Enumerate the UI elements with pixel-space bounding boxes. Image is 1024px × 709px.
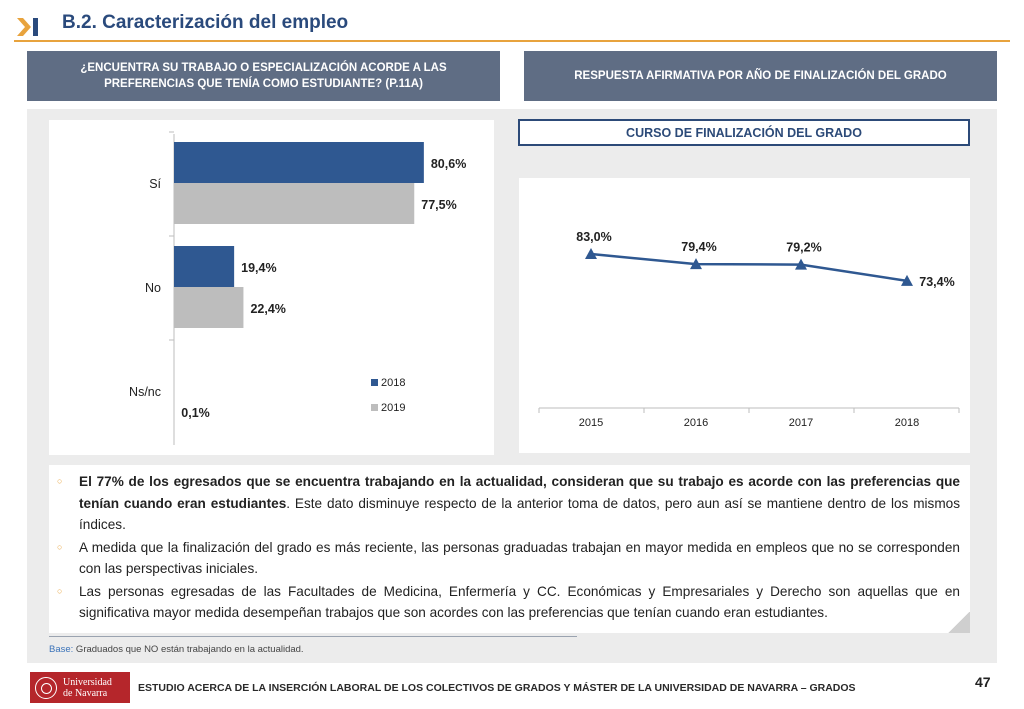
line-data-label: 73,4% [919, 275, 954, 289]
curso-label-box: CURSO DE FINALIZACIÓN DEL GRADO [518, 119, 970, 146]
line-point-marker [795, 258, 807, 270]
line-series [590, 252, 908, 283]
bar-chart: Sí 80,6% 77,5% No 19,4% 22,4% Ns/nc 0,1% 2018 201… [129, 131, 466, 445]
bullet-circle-icon: ○ [57, 541, 63, 552]
bar-category-label: Ns/nc [129, 385, 161, 399]
legend-label-2018: 2018 [381, 377, 405, 389]
university-seal-icon [35, 676, 57, 699]
response-header: RESPUESTA AFIRMATIVA POR AÑO DE FINALIZA… [524, 51, 997, 101]
bullet-1-bold: El 77% de los egresados que se encuentra… [79, 474, 960, 511]
legend-swatch-2019 [371, 404, 378, 411]
chevron-mark-icon [17, 18, 38, 36]
legend-swatch-2018 [371, 379, 378, 386]
line-x-tick-label: 2015 [579, 417, 603, 429]
bar-data-label: 0,1% [181, 406, 210, 420]
line-data-label: 79,2% [786, 241, 821, 255]
bar-2019-0 [174, 183, 415, 224]
bullet-3-text: Las personas egresadas de las Facultades… [79, 583, 960, 621]
question-line-1: ¿ENCUENTRA SU TRABAJO O ESPECIALIZACIÓN … [80, 62, 447, 74]
title-bar: B.2. Caracterización del empleo [14, 6, 1010, 42]
bar-2018-1 [174, 246, 235, 287]
bullet-1-text: . Este dato disminuye respecto de la ant… [79, 495, 961, 533]
page-number: 47 [975, 674, 991, 690]
question-header: ¿ENCUENTRA SU TRABAJO O ESPECIALIZACIÓN … [27, 51, 500, 101]
page-title: B.2. Caracterización del empleo [62, 12, 349, 33]
line-x-tick-label: 2017 [789, 417, 813, 429]
question-line-2: PREFERENCIAS QUE TENÍA COMO ESTUDIANTE? … [104, 78, 423, 90]
base-note: Base: Graduados que NO están trabajando … [49, 644, 304, 655]
legend-label-2019: 2019 [381, 402, 405, 414]
bar-2019-1 [174, 287, 244, 328]
bullet-circle-icon: ○ [57, 476, 63, 486]
bar-category-label: No [145, 281, 161, 295]
summary-text-panel: ○ El 77% de los egresados que se encuentr… [49, 465, 970, 633]
line-point-marker [901, 274, 913, 286]
line-point-marker [585, 248, 597, 259]
bar-data-label: 77,5% [421, 198, 456, 212]
page-fold-decoration [948, 612, 970, 633]
bullet-2-text: A medida que la finalización del grado e… [79, 539, 960, 577]
bar-2018-0 [174, 142, 424, 183]
line-data-label: 83,0% [576, 230, 611, 244]
summary-bullet-3: ○ Las personas egresadas de las Facultade… [57, 581, 960, 624]
line-data-label: 79,4% [681, 240, 716, 254]
base-note-label: Base: [49, 644, 74, 655]
base-divider [49, 636, 577, 637]
curso-label: CURSO DE FINALIZACIÓN DEL GRADO [626, 125, 862, 140]
summary-bullet-2: ○ A medida que la finalización del grado … [57, 537, 960, 580]
footer-text: ESTUDIO ACERCA DE LA INSERCIÓN LABORAL D… [138, 682, 856, 694]
logo-line-2: de Navarra [63, 687, 108, 699]
university-logo: Universidad de Navarra [30, 672, 130, 703]
line-chart: 2015 2016 2017 2018 83,0% 79,4% 79,2% 73,4% [538, 230, 960, 429]
bar-data-label: 19,4% [241, 261, 276, 275]
response-header-label: RESPUESTA AFIRMATIVA POR AÑO DE FINALIZA… [574, 70, 947, 82]
bullet-circle-icon: ○ [57, 585, 63, 596]
bar-data-label: 22,4% [250, 302, 285, 316]
bar-chart-panel: Sí 80,6% 77,5% No 19,4% 22,4% Ns/nc 0,1% 2018 201… [49, 120, 494, 455]
summary-bullet-1: ○ El 77% de los egresados que se encuentr… [57, 471, 961, 536]
base-note-text: Graduados que NO están trabajando en la … [73, 644, 304, 655]
line-point-marker [690, 258, 702, 270]
logo-line-1: Universidad [63, 676, 112, 688]
bar-category-label: Sí [149, 177, 161, 191]
line-chart-panel: 2015 2016 2017 2018 83,0% 79,4% 79,2% 73,4% [519, 178, 970, 453]
line-x-tick-label: 2018 [895, 417, 919, 429]
bar-data-label: 80,6% [431, 157, 466, 171]
line-x-tick-label: 2016 [684, 417, 708, 429]
